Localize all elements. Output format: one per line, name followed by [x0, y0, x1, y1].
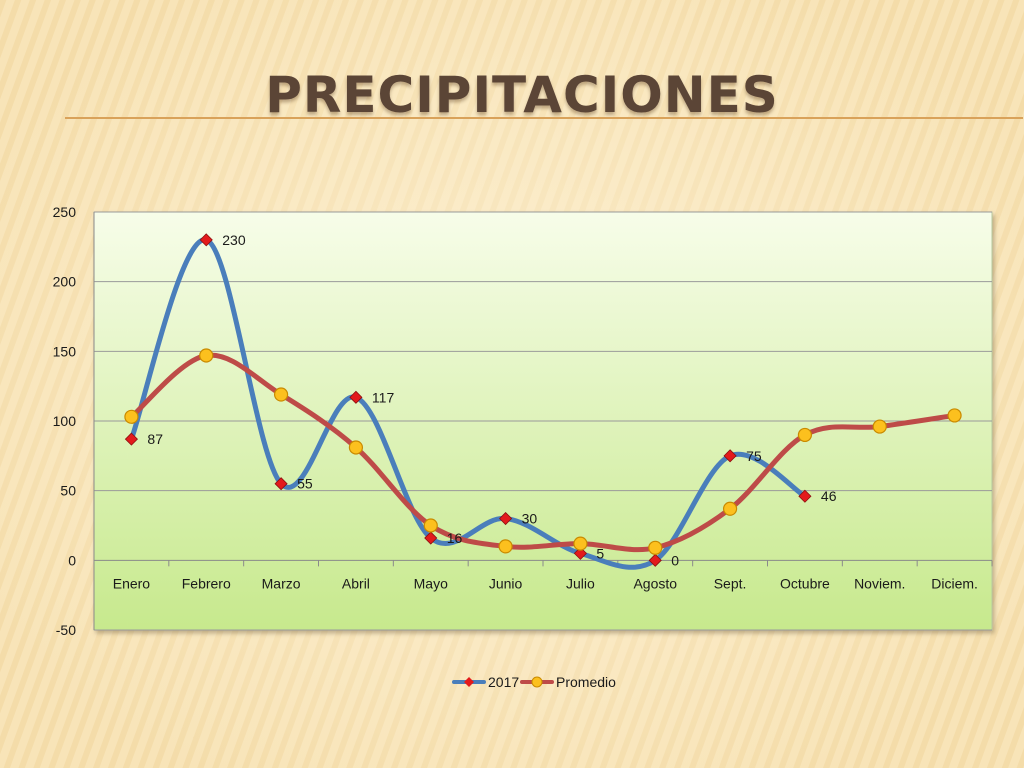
data-point-2017: [723, 449, 737, 463]
data-label-2017: 117: [372, 389, 395, 405]
y-tick-label: 200: [53, 274, 77, 290]
data-point-2017: [798, 489, 812, 503]
slide-title: PRECIPITACIONES: [265, 66, 779, 124]
data-label-2017: 16: [447, 530, 463, 546]
x-tick-label: Sept.: [714, 575, 747, 591]
data-point-promedio: [722, 501, 738, 516]
y-tick-label: -50: [56, 622, 76, 638]
data-label-2017: 46: [821, 488, 837, 504]
x-tick-label: Mayo: [414, 575, 448, 591]
legend-marker-2017: [464, 677, 474, 687]
data-label-2017: 30: [522, 511, 538, 527]
y-tick-label: 50: [60, 483, 76, 499]
data-point-promedio: [348, 440, 364, 455]
legend-marker-promedio: [531, 676, 543, 688]
x-tick-label: Agosto: [633, 575, 677, 591]
data-point-promedio: [872, 419, 887, 434]
legend-label-promedio: Promedio: [556, 674, 616, 690]
data-point-2017: [573, 546, 587, 560]
data-point-promedio: [273, 387, 289, 402]
data-label-2017: 230: [222, 232, 246, 248]
x-tick-label: Noviem.: [854, 575, 905, 591]
x-tick-label: Julio: [566, 575, 595, 591]
data-point-promedio: [199, 348, 214, 363]
x-tick-label: Enero: [113, 575, 151, 591]
data-label-2017: 0: [671, 552, 679, 568]
data-point-promedio: [947, 408, 962, 423]
data-point-promedio: [648, 540, 663, 555]
data-point-promedio: [573, 536, 588, 551]
series-line-2017: [128, 237, 808, 570]
data-point-2017: [424, 531, 438, 545]
data-point-promedio: [498, 539, 513, 554]
legend-label-2017: 2017: [488, 674, 519, 690]
title-underline: [65, 117, 1023, 119]
y-tick-label: 250: [53, 204, 77, 220]
x-tick-label: Abril: [342, 575, 370, 591]
data-point-2017: [199, 233, 213, 247]
data-point-2017: [499, 511, 513, 526]
y-tick-label: 0: [68, 552, 76, 568]
y-tick-label: 100: [53, 413, 77, 429]
data-point-promedio: [797, 427, 813, 443]
data-point-2017: [124, 432, 138, 446]
data-point-promedio: [423, 518, 438, 533]
data-point-2017: [274, 477, 288, 491]
x-tick-label: Diciem.: [931, 575, 978, 591]
data-label-2017: 87: [147, 431, 163, 447]
x-tick-label: Febrero: [182, 575, 231, 591]
data-label-2017: 75: [746, 448, 762, 464]
data-label-2017: 5: [596, 545, 604, 561]
data-point-promedio: [124, 409, 139, 424]
x-tick-label: Marzo: [262, 575, 301, 591]
x-tick-label: Octubre: [780, 575, 830, 591]
data-label-2017: 55: [297, 476, 313, 492]
data-point-2017: [349, 390, 363, 404]
y-tick-label: 150: [53, 343, 77, 359]
data-point-2017: [648, 553, 662, 567]
x-tick-label: Junio: [489, 575, 523, 591]
